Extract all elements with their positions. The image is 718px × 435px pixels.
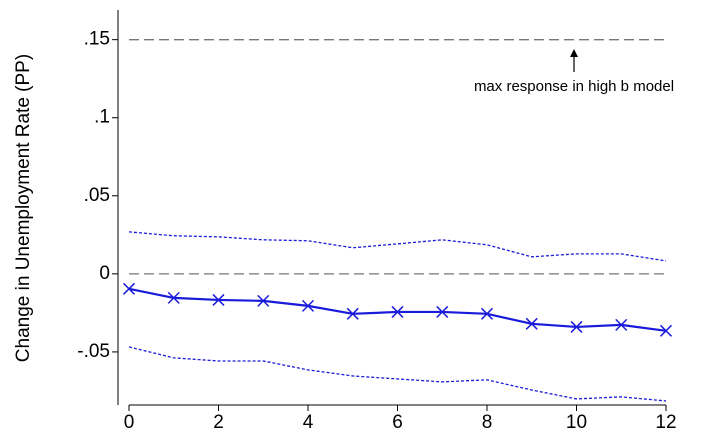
y-tick-label: 0: [99, 263, 110, 284]
marker: [525, 317, 538, 330]
marker: [615, 318, 628, 331]
annotation: max response in high b model: [474, 78, 674, 95]
marker: [257, 294, 270, 307]
marker: [301, 299, 315, 312]
x-tick-label: 2: [213, 412, 224, 433]
band-line: [128, 346, 667, 402]
marker: [212, 293, 225, 306]
marker: [391, 305, 404, 318]
marker: [436, 305, 449, 318]
x-tick-label: 12: [655, 412, 676, 433]
y-tick-label: .1: [94, 107, 110, 128]
marker: [167, 291, 180, 304]
marker: [346, 307, 359, 320]
x-tick-label: 8: [482, 412, 493, 433]
y-tick-label: .15: [84, 29, 110, 50]
series-line: [128, 287, 667, 332]
y-tick-label: -.05: [77, 341, 110, 362]
y-axis-label: Change in Unemployment Rate (PP): [13, 54, 34, 362]
x-tick-label: 10: [566, 412, 587, 433]
marker: [570, 320, 583, 333]
x-tick-label: 4: [303, 412, 314, 433]
annotation-arrowhead: [570, 49, 578, 57]
marker: [480, 307, 494, 320]
x-tick-label: 6: [392, 412, 403, 433]
x-tick-label: 0: [124, 412, 135, 433]
band-line: [128, 231, 667, 262]
marker: [122, 282, 136, 295]
y-tick-label: .05: [84, 185, 110, 206]
marker: [659, 324, 673, 337]
